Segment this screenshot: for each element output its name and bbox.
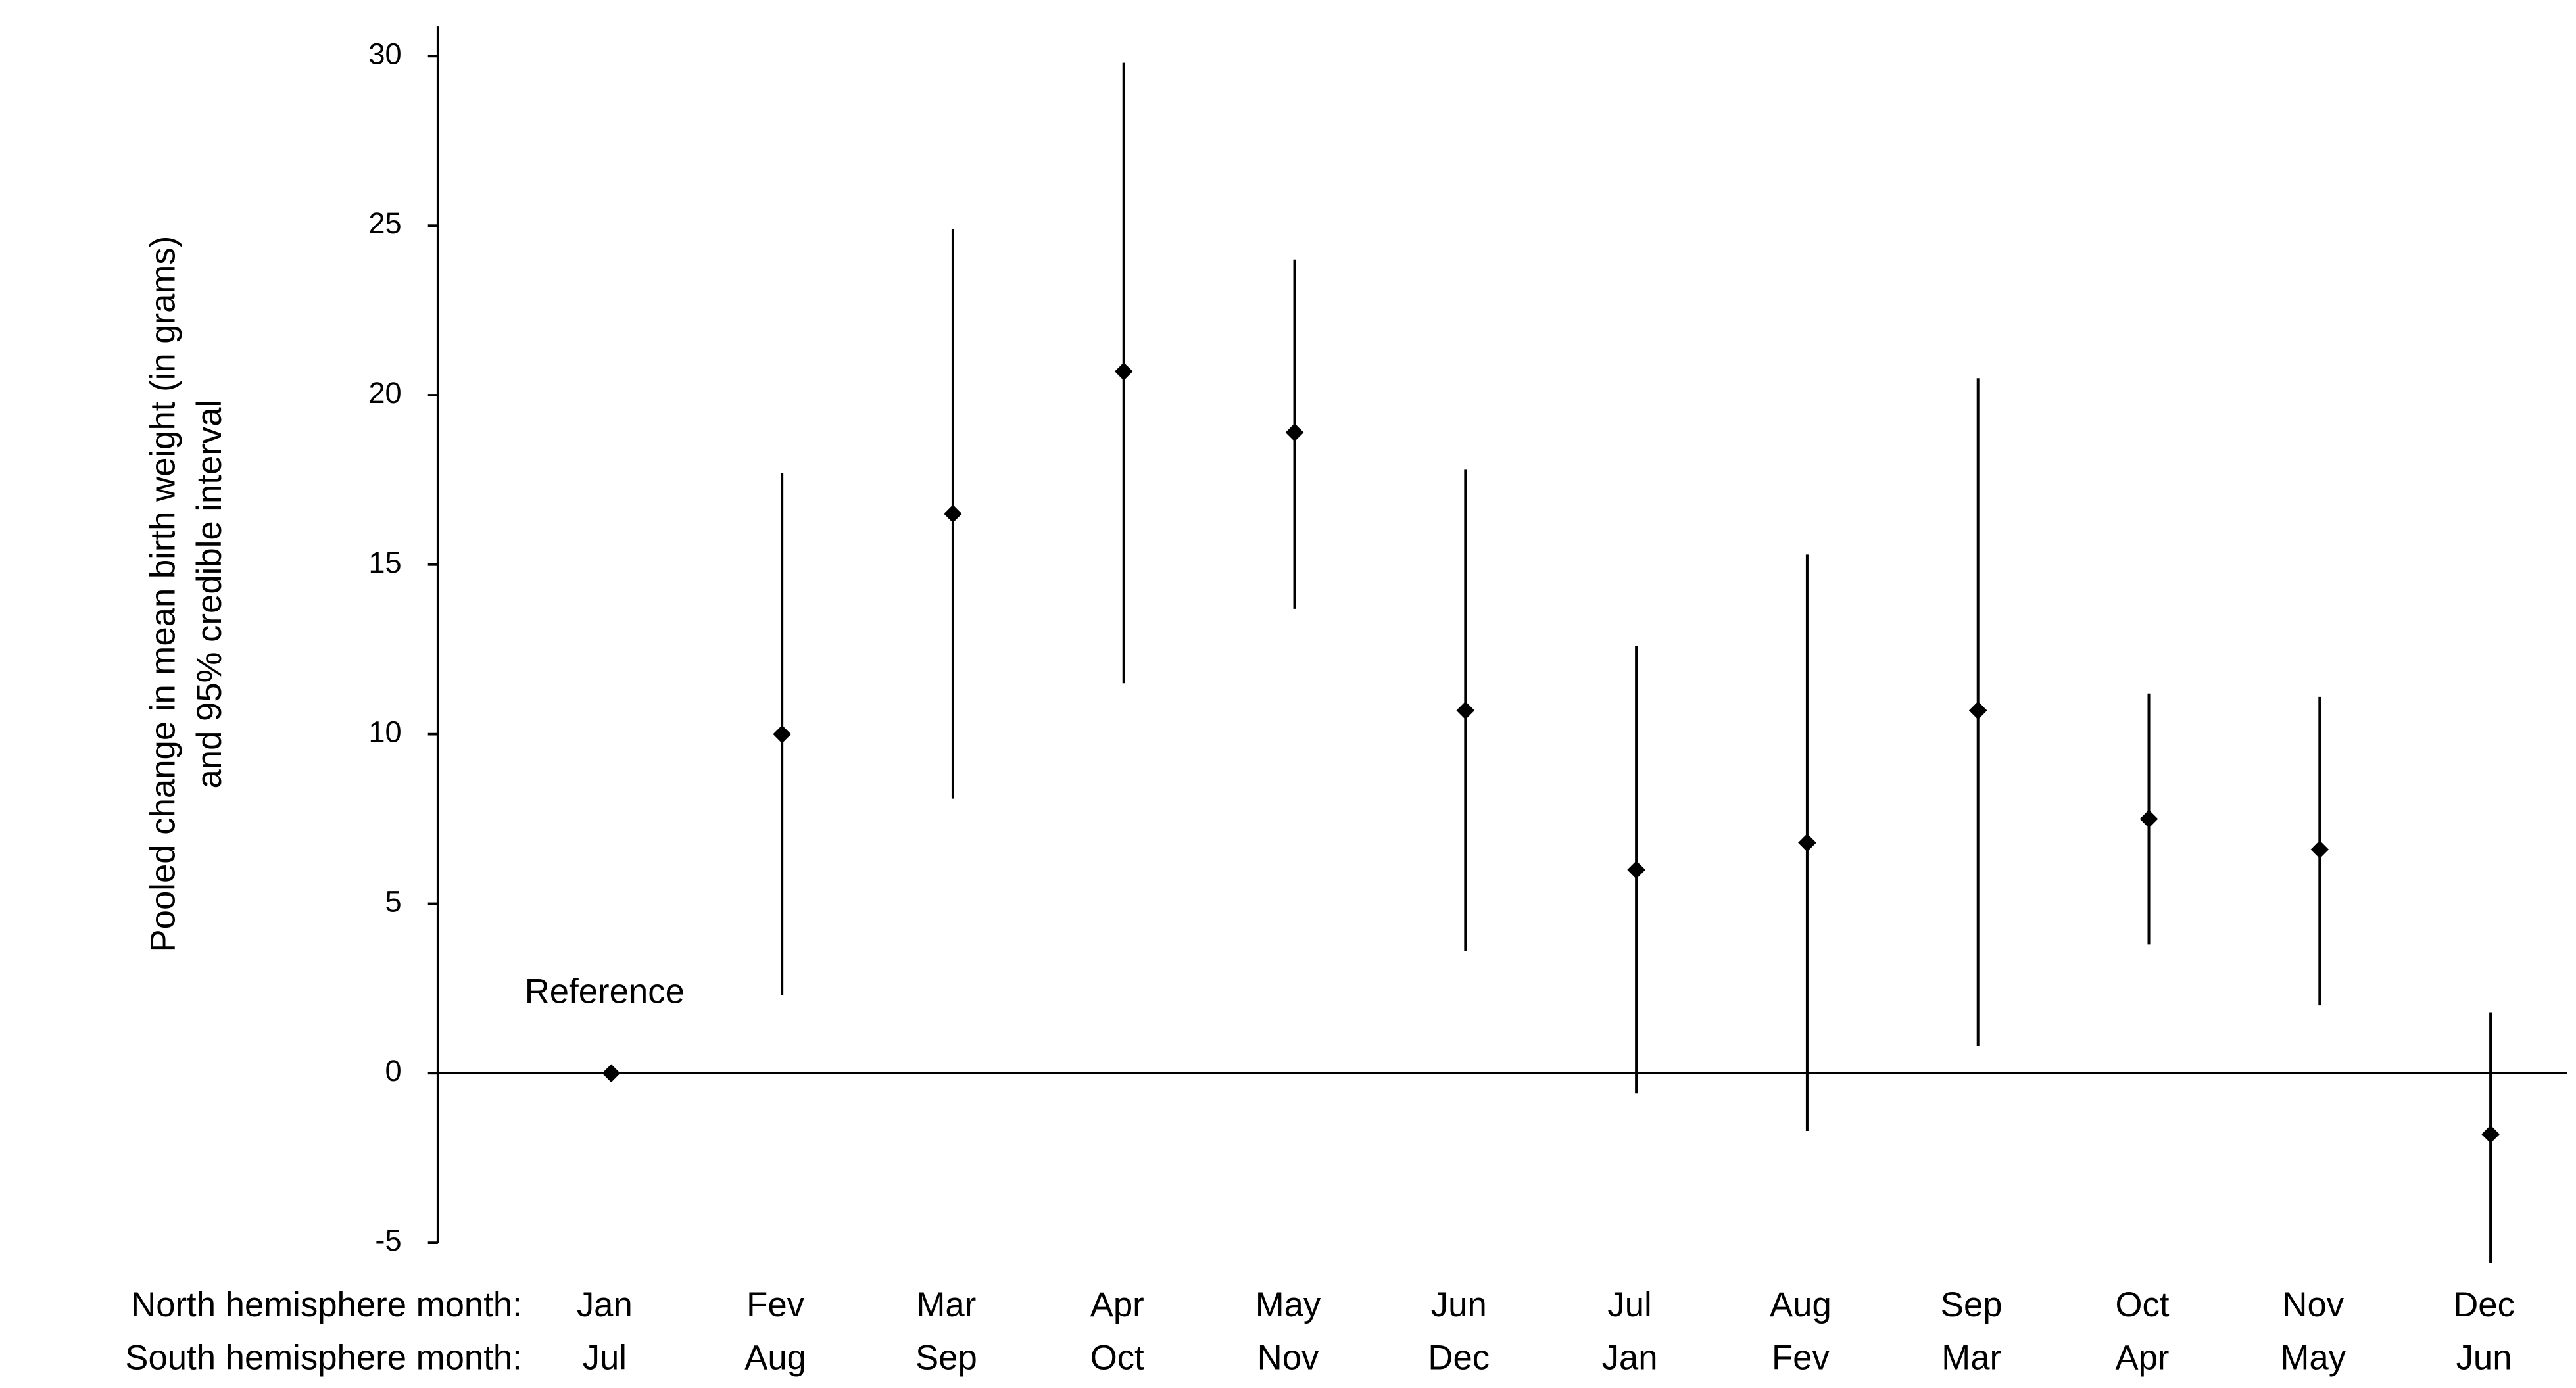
y-axis-label: and 95% credible interval [190, 400, 229, 789]
x-tick-label: Sep [915, 1338, 977, 1377]
x-tick-label: Nov [2282, 1285, 2344, 1324]
point [2481, 1125, 2500, 1143]
point [1627, 861, 1645, 879]
x-tick-label: Jan [1602, 1338, 1658, 1377]
y-tick-label: 15 [368, 546, 401, 579]
point [1798, 833, 1816, 852]
x-tick-label: Aug [1770, 1285, 1832, 1324]
x-tick-label: Jul [1607, 1285, 1651, 1324]
x-tick-label: Jun [1431, 1285, 1487, 1324]
point [2310, 840, 2329, 859]
point [1968, 701, 1987, 720]
point [602, 1064, 621, 1083]
y-tick-label: 25 [368, 206, 401, 240]
x-tick-label: May [1255, 1285, 1321, 1324]
row-label: North hemisphere month: [131, 1285, 522, 1324]
x-tick-label: Sep [1941, 1285, 2003, 1324]
y-tick-label: 10 [368, 715, 401, 749]
x-tick-label: Fev [746, 1285, 805, 1324]
x-tick-label: Oct [2115, 1285, 2169, 1324]
point [944, 504, 962, 523]
x-tick-label: Apr [1090, 1285, 1144, 1324]
row-label: South hemisphere month: [125, 1338, 522, 1377]
x-tick-label: Nov [1257, 1338, 1319, 1377]
x-tick-label: May [2280, 1338, 2346, 1377]
point [2139, 809, 2158, 828]
x-tick-label: Jun [2456, 1338, 2512, 1377]
annotation: Reference [525, 972, 685, 1011]
x-tick-label: Aug [744, 1338, 806, 1377]
y-tick-label: 30 [368, 37, 401, 70]
x-tick-label: Jan [577, 1285, 633, 1324]
x-tick-label: Oct [1090, 1338, 1144, 1377]
x-tick-label: Mar [1941, 1338, 2001, 1377]
x-tick-label: Fev [1772, 1338, 1830, 1377]
x-tick-label: Mar [917, 1285, 977, 1324]
x-tick-label: Dec [2453, 1285, 2515, 1324]
point [773, 725, 791, 744]
x-tick-label: Dec [1428, 1338, 1490, 1377]
point [1456, 701, 1475, 720]
x-tick-label: Apr [2115, 1338, 2169, 1377]
point [1114, 362, 1133, 381]
y-axis-label: Pooled change in mean birth weight (in g… [144, 236, 183, 953]
point [1285, 423, 1304, 442]
x-tick-label: Jul [583, 1338, 627, 1377]
y-tick-label: 20 [368, 376, 401, 410]
y-tick-label: 0 [385, 1054, 401, 1088]
y-tick-label: 5 [385, 884, 401, 918]
y-tick-label: -5 [375, 1224, 401, 1257]
